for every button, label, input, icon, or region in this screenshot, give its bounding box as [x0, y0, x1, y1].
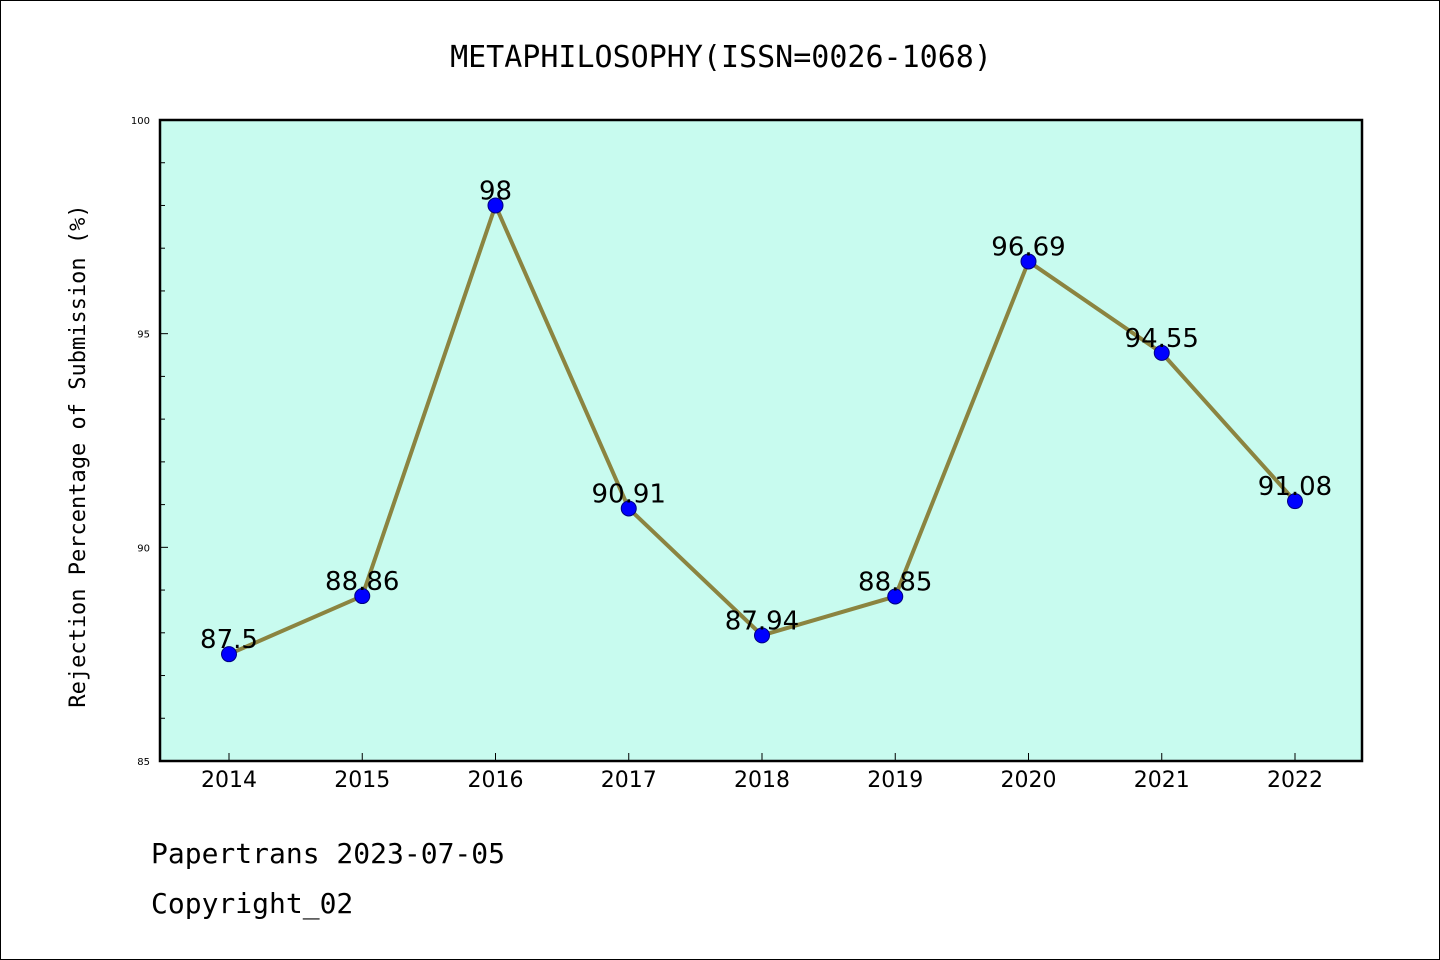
data-markers: [221, 197, 1303, 663]
x-tick-label: 2017: [601, 768, 657, 793]
plot-area: [158, 118, 1364, 763]
data-label: 88.86: [325, 567, 399, 597]
x-tick-label: 2020: [1001, 768, 1057, 793]
data-label: 98: [479, 176, 512, 206]
data-label: 90.91: [592, 479, 666, 509]
data-point: [487, 197, 504, 214]
y-tick-label: 100: [131, 116, 150, 127]
data-point: [887, 588, 904, 605]
x-tick-label: 2019: [867, 768, 923, 793]
data-label: 87.94: [725, 606, 799, 636]
y-tick-label: 85: [137, 757, 150, 768]
x-tick-label: 2021: [1134, 768, 1190, 793]
data-labels: 87.5 88.86 98 90.91 87.94 88.85 96.69 94.55 91.0…: [200, 176, 1332, 655]
footer-date: Papertrans 2023-07-05: [151, 837, 506, 870]
data-point: [754, 627, 770, 644]
data-point: [1020, 253, 1037, 270]
data-label: 91.08: [1258, 472, 1332, 502]
x-tick-label: 2016: [468, 768, 524, 793]
x-tick-label: 2015: [334, 768, 390, 793]
data-label: 96.69: [991, 232, 1065, 262]
y-axis-label: Rejection Percentage of Submission (%): [66, 204, 91, 707]
data-point: [1287, 493, 1303, 510]
data-point: [620, 500, 637, 517]
y-tick-label: 95: [137, 330, 150, 341]
data-point: [354, 588, 371, 605]
data-label: 88.85: [858, 567, 932, 597]
data-point: [221, 646, 237, 663]
y-tick-label: 90: [137, 543, 150, 554]
footer-copyright: Copyright_02: [151, 887, 354, 920]
y-axis-ticks: 85 90 95 100: [131, 116, 168, 768]
x-tick-label: 2018: [734, 768, 790, 793]
chart-title: METAPHILOSOPHY(ISSN=0026-1068): [450, 40, 992, 75]
x-tick-label: 2022: [1267, 768, 1323, 793]
x-axis-ticks: 2014 2015 2016 2017 2018 2019 2020 2021 2022: [201, 753, 1323, 793]
data-label: 94.55: [1125, 324, 1199, 354]
x-tick-label: 2014: [201, 768, 257, 793]
data-point: [1153, 344, 1170, 361]
data-label: 87.5: [200, 625, 258, 655]
